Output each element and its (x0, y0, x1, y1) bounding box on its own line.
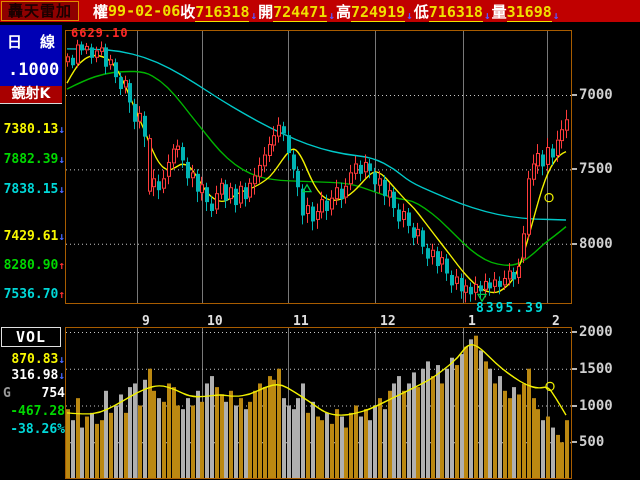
chart-high-label: 6629.10 (71, 26, 129, 40)
ma-value: 7536.70 (3, 287, 59, 302)
month-axis-label: 9 (142, 314, 150, 329)
up-arrow-icon: ↑ (58, 259, 65, 272)
volume-value: 870.83 (11, 352, 59, 367)
ma-value-row: 7838.15↓ (0, 182, 65, 197)
down-arrow-icon: ↓ (58, 230, 65, 243)
month-axis-label: 12 (380, 314, 396, 329)
left-panel: 日 線 .1000 鏡射K 7380.13↓ 7882.39↓ 7838.15↓ 74… (0, 22, 65, 480)
quote-field-value: 716318 (428, 2, 483, 22)
month-axis-label: 11 (293, 314, 309, 329)
volume-value-row: G 754 (0, 386, 65, 401)
price-axis-tick-mark (572, 168, 577, 171)
quote-date: 99-02-06 (108, 2, 181, 20)
month-axis-label: 10 (207, 314, 223, 329)
volume-value: 754 (41, 386, 65, 401)
volume-axis-tick-mark (572, 367, 577, 370)
quote-fields: 收716318↓開724471↓高724919↓低716318↓量31698↓ (180, 1, 560, 22)
ma-value-row: 8280.90↑ (0, 258, 65, 273)
volume-value: -467.28 (10, 404, 65, 419)
ma-value-row: 7882.39↓ (0, 152, 65, 167)
period-char-left: 日 (7, 33, 23, 51)
down-arrow-icon: ↓ (58, 369, 65, 382)
price-axis-tick-mark (572, 94, 577, 96)
down-arrow-icon: ↓ (483, 8, 491, 22)
ma-value-row: 7429.61↓ (0, 229, 65, 244)
volume-value: -38.26% (10, 422, 65, 437)
price-chart-canvas[interactable] (66, 31, 572, 303)
ma-value: 7429.61 (3, 229, 59, 244)
ma-value: 8280.90 (3, 258, 59, 273)
quote-field-value: 31698 (506, 2, 552, 22)
ma-value-row: 7380.13↓ (0, 122, 65, 137)
price-axis-tick-label: 7500 (579, 161, 613, 178)
down-arrow-icon: ↓ (58, 123, 65, 136)
down-arrow-icon: ↓ (328, 8, 335, 22)
down-arrow-icon: ↓ (552, 8, 560, 22)
period-mode: 日 線 (0, 25, 62, 52)
month-axis-label: 2 (552, 314, 560, 329)
volume-value-row: -467.28 (0, 404, 65, 419)
volume-row-prefix: G (3, 386, 11, 401)
quote-field-label: 高 (335, 2, 351, 21)
price-axis-tick-label: 8000 (579, 235, 613, 252)
volume-axis-tick-label: 1000 (579, 397, 613, 414)
chart-low-label: 8395.39 (476, 301, 545, 316)
down-arrow-icon: ↓ (58, 153, 65, 166)
quote-field-value: 724471 (273, 2, 328, 22)
ma-value: 7838.15 (3, 182, 59, 197)
volume-axis-tick-mark (572, 441, 577, 444)
ma-value: 7380.13 (3, 122, 59, 137)
ma-value: 7882.39 (3, 152, 59, 167)
down-arrow-icon: ↓ (250, 8, 258, 22)
ma-value-row: 7536.70↑ (0, 287, 65, 302)
price-axis-tick-label: 7000 (579, 87, 613, 103)
quote-field-value: 716318 (195, 2, 250, 22)
indicator-header[interactable]: 鏡射K (0, 86, 62, 104)
volume-indicator-header[interactable]: VOL (1, 327, 61, 347)
volume-axis-tick-label: 1500 (579, 360, 613, 377)
quote-field-label: 量 (491, 2, 507, 21)
price-axis-tick-mark (572, 242, 577, 245)
volume-value-row: -38.26% (0, 422, 65, 437)
volume-axis-tick-label: 2000 (579, 324, 613, 340)
quote-field-label: 收 (180, 2, 196, 21)
volume-value-row: 870.83↓ (0, 352, 65, 367)
app-title[interactable]: 轟天雷加 (1, 1, 80, 21)
top-bar: 轟天雷加 權 99-02-06 收716318↓開724471↓高724919↓… (0, 0, 640, 22)
down-arrow-icon: ↓ (406, 8, 413, 22)
quote-field-label: 開 (258, 2, 274, 21)
month-axis-label: 1 (468, 314, 476, 329)
volume-chart-canvas[interactable] (66, 328, 572, 478)
period-char-right: 線 (39, 33, 55, 51)
up-arrow-icon: ↑ (58, 288, 65, 301)
down-arrow-icon: ↓ (58, 353, 65, 366)
period-value: .1000 (8, 60, 60, 80)
volume-axis-tick-mark (572, 331, 577, 333)
down-arrow-icon: ↓ (58, 183, 65, 196)
volume-value-row: 316.98↓ (0, 368, 65, 383)
quote-field-label: 低 (413, 2, 429, 21)
volume-axis-tick-mark (572, 404, 577, 407)
volume-value: 316.98 (11, 368, 59, 383)
period-indicator[interactable]: 日 線 .1000 (0, 25, 62, 87)
quote-field-value: 724919 (350, 2, 406, 22)
volume-axis-tick-label: 500 (579, 434, 605, 451)
adjusted-label: 權 (93, 2, 109, 21)
